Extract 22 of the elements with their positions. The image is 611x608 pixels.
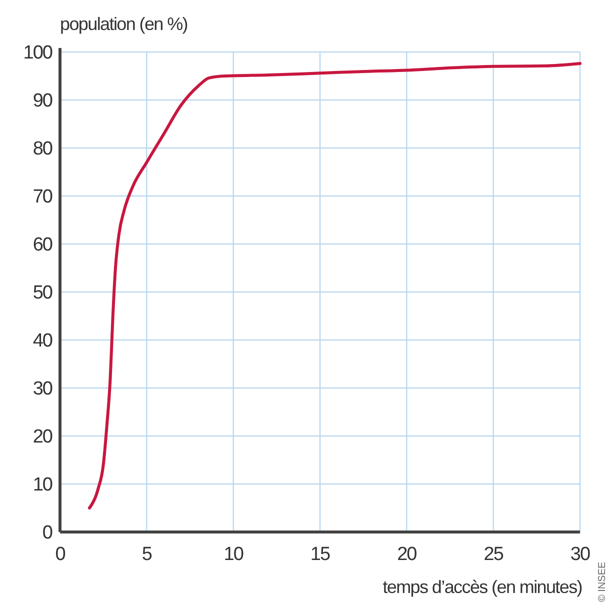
y-tick-label: 30 [32,378,52,400]
x-tick-label: 20 [397,544,417,565]
y-tick-label: 90 [32,90,52,112]
y-tick-label: 50 [32,282,52,304]
text: © INSEE [597,562,608,602]
x-tick-label: 15 [310,544,330,565]
y-axis-title: population (en %) [60,14,188,34]
y-tick-label: 0 [42,522,52,544]
y-tick-label: 80 [32,138,52,160]
y-tick-label: 20 [32,426,52,448]
x-axis-title: temps d’accès (en minutes) [382,577,582,597]
x-tick-label: 0 [55,544,66,565]
y-tick-label: 100 [23,42,52,64]
y-tick-label: 60 [32,234,52,256]
y-tick-label: 70 [32,186,52,208]
line-series [88,62,582,510]
x-tick-label: 10 [224,544,244,565]
y-tick-label: 10 [32,474,52,496]
x-tick-label: 5 [142,544,152,565]
y-tick-label: 40 [32,330,52,352]
x-tick-label: 30 [570,544,590,565]
x-tick-label: 25 [484,544,504,565]
